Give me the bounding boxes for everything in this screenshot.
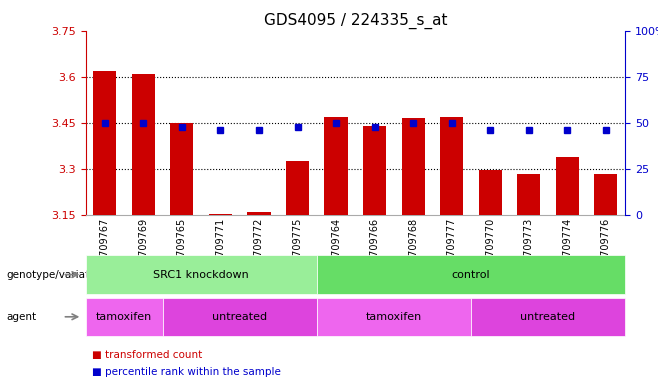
Bar bbox=[132, 74, 155, 215]
Bar bbox=[517, 174, 540, 215]
Bar bbox=[324, 117, 347, 215]
Bar bbox=[440, 117, 463, 215]
Bar bbox=[170, 123, 193, 215]
Bar bbox=[478, 170, 502, 215]
Text: control: control bbox=[451, 270, 490, 280]
Text: ■ transformed count: ■ transformed count bbox=[92, 350, 203, 360]
Bar bbox=[594, 174, 617, 215]
Text: tamoxifen: tamoxifen bbox=[366, 312, 422, 322]
Text: tamoxifen: tamoxifen bbox=[96, 312, 152, 322]
Text: agent: agent bbox=[7, 312, 37, 322]
Bar bbox=[209, 214, 232, 215]
Title: GDS4095 / 224335_s_at: GDS4095 / 224335_s_at bbox=[264, 13, 447, 29]
Text: ■ percentile rank within the sample: ■ percentile rank within the sample bbox=[92, 367, 281, 377]
Text: untreated: untreated bbox=[520, 312, 576, 322]
Text: genotype/variation: genotype/variation bbox=[7, 270, 106, 280]
Text: SRC1 knockdown: SRC1 knockdown bbox=[153, 270, 249, 280]
Bar bbox=[401, 118, 424, 215]
Bar bbox=[247, 212, 270, 215]
Bar bbox=[556, 157, 579, 215]
Bar bbox=[286, 161, 309, 215]
Text: untreated: untreated bbox=[212, 312, 267, 322]
Bar bbox=[93, 71, 116, 215]
Bar bbox=[363, 126, 386, 215]
